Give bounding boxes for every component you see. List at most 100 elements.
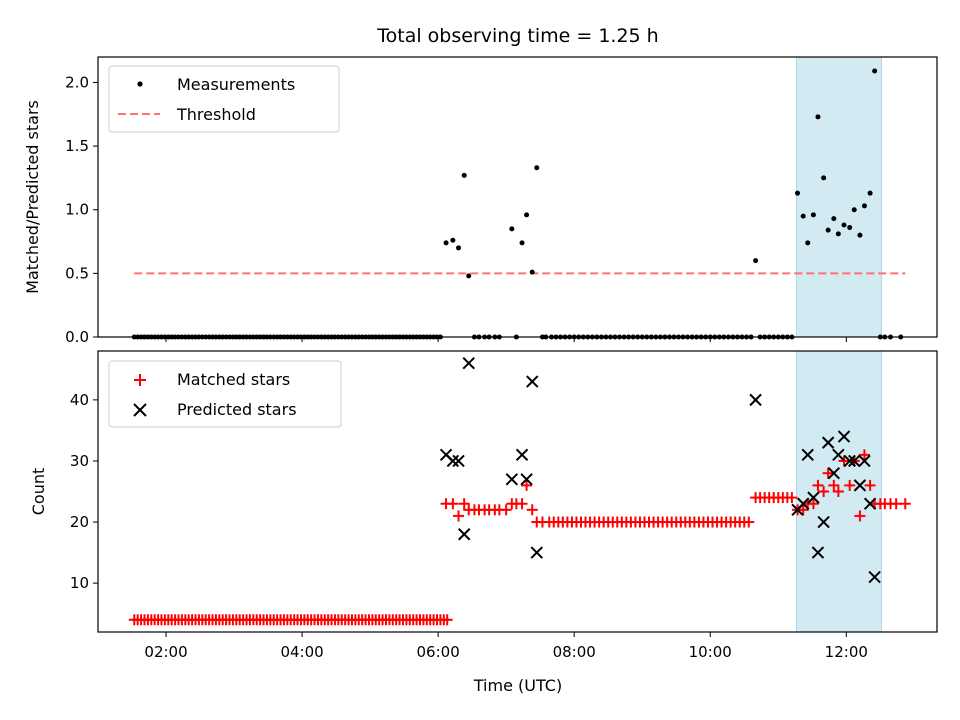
matched-star-point (818, 486, 830, 497)
figure-title: Total observing time = 1.25 h (376, 25, 658, 47)
matched-star-point (786, 492, 798, 504)
predicted-star-point (797, 497, 810, 510)
measurement-point (456, 245, 462, 251)
top-y-tick-label: 0.0 (65, 328, 89, 346)
bottom-y-tick-label: 40 (70, 391, 89, 409)
measurement-point (800, 213, 806, 219)
bottom-predicted-stars (439, 357, 881, 584)
matched-star-point (743, 516, 755, 528)
predicted-star-point (807, 491, 820, 504)
top-y-tick-label: 2.0 (65, 73, 89, 91)
measurement-point (805, 240, 811, 246)
matched-star-point (807, 498, 819, 510)
x-tick-label: 02:00 (144, 643, 187, 661)
measurement-point (810, 212, 816, 218)
matched-star-point (828, 479, 840, 491)
matched-star-point (844, 479, 856, 491)
bottom-panel: 10 20 30 40 02:00 04:00 06:00 08:00 10:00 12:00 C… (29, 350, 938, 695)
measurement-point (825, 227, 831, 233)
x-axis-label: Time (UTC) (473, 676, 562, 695)
measurement-point (534, 165, 540, 171)
measurement-point (872, 68, 878, 74)
predicted-star-point (526, 375, 539, 388)
predicted-star-point (837, 430, 851, 443)
matched-star-point (864, 479, 876, 491)
measurement-point (815, 114, 821, 120)
top-y-axis-label: Matched/Predicted stars (23, 100, 42, 294)
measurement-point (443, 240, 449, 246)
predicted-star-point (863, 497, 877, 510)
bottom-y-tick-label: 30 (70, 452, 89, 470)
x-tick-label: 08:00 (553, 643, 596, 661)
predicted-star-point (515, 448, 529, 462)
matched-star-point (899, 498, 911, 510)
observing-window-shade-top (795, 56, 882, 338)
matched-star-point (797, 504, 809, 516)
top-y-tick-label: 1.0 (65, 201, 89, 219)
top-y-tick-label: 0.5 (65, 264, 89, 282)
legend-label-predicted: Predicted stars (177, 400, 297, 419)
measurement-point (857, 232, 863, 238)
top-y-tick-label: 1.5 (65, 137, 89, 155)
matched-star-point (521, 479, 533, 491)
predicted-star-point (446, 454, 460, 468)
measurement-point (847, 225, 853, 231)
measurement-point (450, 237, 456, 243)
predicted-star-point (505, 473, 519, 486)
predicted-star-point (530, 546, 543, 559)
matched-star-point (812, 479, 824, 491)
predicted-star-point (817, 515, 830, 529)
measurement-point (753, 258, 759, 264)
measurement-point (835, 231, 841, 237)
predicted-star-point (821, 436, 835, 449)
legend-dot-marker (137, 81, 143, 87)
predicted-star-point (811, 546, 825, 559)
bottom-ticks: 10 20 30 40 02:00 04:00 06:00 08:00 10:00 12:00 (70, 391, 868, 661)
matched-star-point (526, 504, 538, 516)
measurement-point (851, 207, 857, 213)
measurement-point (529, 269, 535, 275)
predicted-star-point (520, 473, 533, 486)
measurement-point (524, 212, 530, 218)
predicted-star-point (458, 528, 471, 541)
bottom-matched-stars (128, 449, 911, 626)
top-legend-box (108, 65, 340, 133)
matched-star-point (458, 498, 470, 510)
legend-label-threshold: Threshold (176, 105, 256, 124)
matched-star-point (447, 498, 459, 510)
measurement-point (509, 226, 515, 232)
bottom-y-axis-label: Count (29, 468, 48, 516)
top-axes-frame (97, 56, 938, 338)
bottom-y-tick-label: 10 (70, 574, 89, 592)
predicted-star-point (452, 454, 465, 468)
predicted-star-point (462, 357, 475, 370)
measurement-point (831, 216, 837, 222)
legend-plus-marker (134, 374, 146, 386)
measurement-point (519, 240, 525, 246)
matched-star-point (516, 498, 528, 510)
x-tick-label: 12:00 (825, 643, 868, 661)
measurement-point (795, 190, 801, 196)
matched-star-point (536, 516, 548, 528)
predicted-star-point (868, 570, 881, 584)
x-tick-label: 06:00 (417, 643, 460, 661)
measurement-point (861, 203, 867, 209)
measurement-point (466, 273, 472, 279)
predicted-star-point (843, 454, 856, 468)
top-panel: 0.00.51.01.52.0 Matched/Predicted stars … (23, 56, 938, 346)
legend-label-measurements: Measurements (177, 75, 295, 94)
matched-star-point (822, 467, 834, 479)
predicted-star-point (827, 466, 841, 480)
predicted-star-point (749, 393, 762, 407)
measurement-point (867, 190, 873, 196)
bottom-axes-frame (97, 350, 938, 633)
bottom-legend: Matched stars Predicted stars (108, 360, 342, 428)
measurement-point (461, 172, 467, 178)
matched-star-point (858, 449, 870, 461)
predicted-star-point (858, 454, 871, 468)
predicted-star-point (832, 448, 845, 462)
predicted-star-point (848, 454, 861, 468)
predicted-star-point (853, 479, 867, 492)
legend-x-marker (133, 403, 147, 417)
